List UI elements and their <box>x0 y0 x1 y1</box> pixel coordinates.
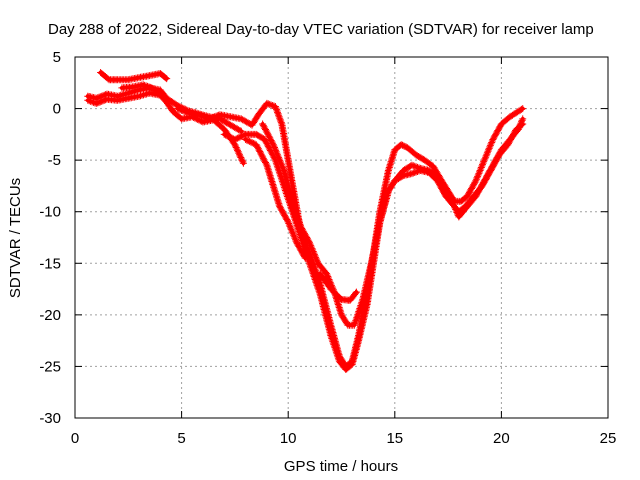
y-axis-label: SDTVAR / TECUs <box>7 178 24 298</box>
x-tick-label: 5 <box>177 430 185 447</box>
y-tick-label: 5 <box>53 49 61 66</box>
x-tick-label: 25 <box>600 430 617 447</box>
y-tick-label: -30 <box>39 410 61 427</box>
y-tick-label: 0 <box>53 101 61 118</box>
x-axis-label: GPS time / hours <box>284 458 398 475</box>
series-track-7 <box>259 115 527 329</box>
x-tick-label: 20 <box>493 430 510 447</box>
y-tick-label: -10 <box>39 204 61 221</box>
chart-title: Day 288 of 2022, Sidereal Day-to-day VTE… <box>48 21 594 38</box>
series-points <box>316 270 360 304</box>
axis-ticks: 0 5 10 15 20 25 5 0 -5 -10 -15 -20 -25 -30 <box>39 49 616 447</box>
series-track-8 <box>242 136 309 262</box>
series-points <box>242 136 309 262</box>
y-tick-label: -25 <box>39 358 61 375</box>
data-series <box>84 69 527 373</box>
plot-frame <box>74 56 609 419</box>
y-tick-label: -20 <box>39 307 61 324</box>
series-points <box>97 69 171 84</box>
series-track-4 <box>118 81 164 97</box>
x-tick-label: 0 <box>71 430 79 447</box>
y-tick-label: -5 <box>48 152 61 169</box>
series-track-2 <box>84 89 247 167</box>
x-tick-label: 15 <box>386 430 403 447</box>
series-track-9 <box>316 270 360 304</box>
y-tick-label: -15 <box>39 255 61 272</box>
x-tick-label: 10 <box>280 430 297 447</box>
series-track-3 <box>97 69 171 84</box>
series-points <box>84 89 247 167</box>
series-points <box>259 115 527 329</box>
series-points <box>118 81 164 97</box>
